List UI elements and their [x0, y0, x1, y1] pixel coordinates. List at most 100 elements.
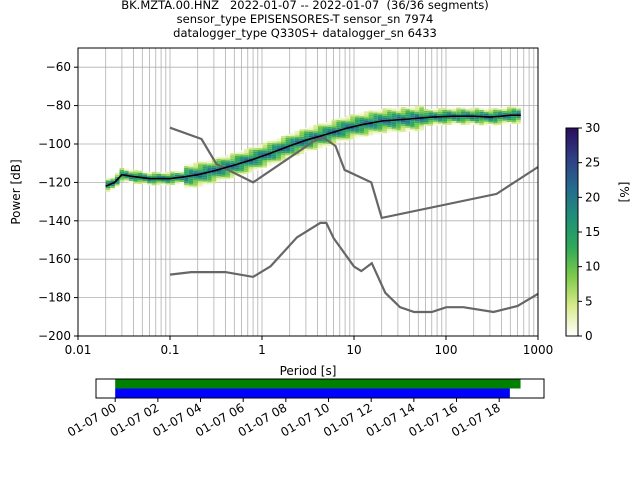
heatmap-cell [253, 151, 258, 154]
heatmap-cell [290, 132, 295, 135]
heatmap-cell [442, 109, 447, 112]
heatmap-cell [276, 143, 281, 146]
heatmap-cell [110, 188, 115, 190]
heatmap-cell [216, 157, 221, 159]
heatmap-cell [220, 171, 226, 174]
heatmap-cell [304, 137, 309, 140]
heatmap-cell [174, 178, 180, 181]
heatmap-cell [377, 131, 383, 134]
heatmap-cell [188, 171, 194, 173]
heatmap-cell [248, 168, 254, 171]
heatmap-cell [253, 155, 258, 158]
heatmap-cell [257, 153, 263, 156]
heatmap-cell [202, 168, 208, 171]
heatmap-cell [211, 162, 217, 165]
heatmap-cell [368, 120, 374, 123]
heatmap-cell [373, 125, 378, 127]
heatmap-cell [271, 141, 277, 144]
heatmap-cell [156, 181, 162, 184]
heatmap-cell [396, 126, 401, 129]
heatmap-cell [474, 121, 480, 124]
heatmap-cell [437, 111, 443, 114]
heatmap-cell [308, 139, 314, 142]
heatmap-cell [414, 123, 420, 126]
heatmap-cell [151, 175, 157, 178]
heatmap-cell [253, 169, 258, 171]
heatmap-cell [322, 145, 328, 148]
heatmap-cell [285, 153, 291, 156]
heatmap-cell [105, 188, 111, 191]
heatmap-cell [354, 121, 360, 123]
heatmap-cell [257, 150, 263, 153]
y-tick-label: −100 [38, 137, 71, 151]
heatmap-cell [239, 154, 245, 157]
heatmap-cell [317, 133, 323, 136]
heatmap-cell [336, 120, 341, 122]
heatmap-cell [368, 112, 374, 115]
heatmap-cell [105, 180, 111, 183]
heatmap-cell [253, 161, 258, 164]
heatmap-cell [483, 108, 489, 111]
heatmap-cell [257, 148, 263, 151]
heatmap-cell [230, 166, 235, 169]
heatmap-cell [405, 110, 411, 113]
heatmap-cell [405, 112, 411, 115]
heatmap-cell [188, 176, 194, 179]
heatmap-cell [474, 111, 480, 114]
heatmap-cell [451, 109, 457, 112]
heatmap-cell [174, 170, 180, 173]
heatmap-cell [165, 175, 171, 178]
heatmap-cell [105, 190, 111, 192]
heatmap-cell [308, 143, 314, 146]
heatmap-cell [400, 106, 406, 109]
heatmap-cell [368, 131, 374, 134]
heatmap-cell [373, 132, 378, 135]
heatmap-cell [147, 175, 152, 178]
heatmap-cell [359, 116, 364, 119]
heatmap-cell [516, 116, 521, 119]
heatmap-cell [382, 125, 388, 128]
heatmap-cell [253, 167, 258, 170]
heatmap-cell [446, 107, 452, 110]
heatmap-cell [207, 178, 212, 181]
coverage-bar [115, 379, 521, 389]
heatmap-cell [410, 119, 415, 122]
heatmap-cell [216, 180, 221, 183]
heatmap-cell [216, 174, 221, 177]
heatmap-cell [327, 144, 332, 146]
heatmap-cell [377, 127, 383, 130]
y-tick-label: −120 [38, 175, 71, 189]
x-tick-label: 0.01 [65, 343, 92, 357]
heatmap-cell [423, 108, 429, 111]
heatmap-cell [193, 177, 198, 180]
heatmap-cell [350, 124, 355, 126]
heatmap-cell [327, 142, 332, 145]
heatmap-cell [133, 181, 138, 184]
heatmap-cell [516, 112, 521, 115]
heatmap-cell [285, 143, 291, 146]
heatmap-cell [193, 170, 198, 173]
heatmap-cell [327, 136, 332, 139]
heatmap-cell [391, 121, 397, 123]
heatmap-cell [280, 153, 286, 156]
heatmap-cell [193, 162, 198, 165]
heatmap-cell [188, 163, 194, 166]
heatmap-cell [105, 186, 111, 189]
heatmap-cell [354, 113, 360, 116]
heatmap-cell [511, 120, 517, 122]
heatmap-cell [419, 128, 424, 131]
heatmap-cell [391, 107, 397, 110]
heatmap-cell [456, 120, 461, 123]
heatmap-cell [290, 140, 295, 143]
heatmap-cell [382, 127, 388, 130]
heatmap-cell [446, 113, 452, 116]
heatmap-cell [405, 129, 411, 132]
heatmap-cell [350, 129, 355, 132]
heatmap-cell [151, 173, 157, 176]
heatmap-cell [359, 131, 364, 134]
colorbar-label: [%] [617, 182, 631, 203]
heatmap-cell [170, 183, 175, 185]
heatmap-cell [336, 131, 341, 134]
heatmap-cell [350, 118, 355, 121]
